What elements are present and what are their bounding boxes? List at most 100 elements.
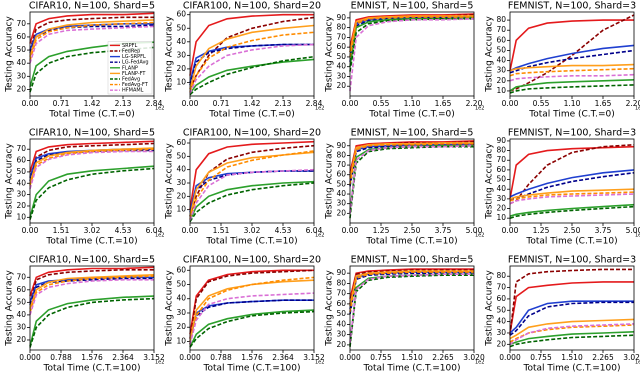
series-line [189, 55, 315, 96]
x-tick-label: 1.65 [435, 99, 452, 108]
y-tick-label: 20 [496, 204, 506, 213]
series-line [29, 274, 155, 309]
series-line [189, 144, 315, 217]
x-tick-label: 1.510 [401, 353, 423, 362]
y-tick-label: 80 [336, 278, 346, 287]
x-tick-label: 1.10 [564, 99, 581, 108]
panel-title: CIFAR10, N=100, Shard=5 [29, 255, 155, 266]
panel-title: FEMNIST, N=100, Shard=3 [508, 128, 636, 139]
x-tick-label: 6.04 [306, 226, 323, 235]
x-offset-label: 1e2 [635, 233, 640, 239]
x-offset-label: 1e2 [315, 360, 324, 366]
y-tick-label: 70 [496, 155, 506, 164]
series-line [189, 24, 315, 90]
x-offset-label: 1e2 [315, 233, 324, 239]
x-tick-label: 3.02 [244, 226, 261, 235]
panel-title: EMNIST, N=100, Shard=5 [351, 1, 474, 12]
series-line [509, 331, 635, 346]
x-tick-label: 1.510 [561, 353, 583, 362]
x-tick-label: 2.20 [626, 99, 640, 108]
series-line [349, 18, 475, 92]
series-line [349, 269, 474, 305]
x-tick-label: 0.00 [22, 226, 39, 235]
series-line [349, 272, 474, 315]
x-tick-label: 0.00 [22, 99, 39, 108]
x-tick-label: 1.576 [241, 353, 263, 362]
x-tick-label: 0.000 [179, 353, 201, 362]
plot-frame [509, 138, 635, 224]
y-tick-label: 40 [336, 319, 346, 328]
x-tick-label: 2.13 [115, 99, 132, 108]
series-line [29, 147, 155, 184]
x-tick-label: 0.55 [533, 99, 550, 108]
plot-frame [189, 265, 315, 351]
y-tick-label: 60 [16, 285, 26, 294]
x-offset-label: 1e2 [635, 106, 640, 112]
y-tick-label: 40 [336, 189, 346, 198]
y-tick-label: 80 [336, 150, 346, 159]
series-line [29, 297, 155, 348]
x-axis-label: Total Time (C.T.=100) [43, 364, 141, 374]
panel-title: CIFAR100, N=100, Shard=20 [183, 1, 321, 12]
legend-label: FLANP-FT [122, 71, 146, 77]
series-line [29, 142, 155, 178]
y-tick-label: 30 [336, 330, 346, 339]
y-tick-label: 30 [176, 50, 186, 59]
x-offset-label: 1e2 [475, 106, 484, 112]
y-tick-label: 60 [336, 299, 346, 308]
legend-label: SRPFL [122, 43, 138, 49]
x-tick-label: 0.00 [342, 226, 359, 235]
series-line [349, 144, 474, 187]
y-tick-label: 80 [496, 146, 506, 155]
x-tick-label: 0.755 [530, 353, 552, 362]
y-axis-label: Testing Accuracy [325, 143, 335, 220]
series-line [349, 13, 475, 48]
x-tick-label: 2.50 [564, 226, 581, 235]
y-axis-label: Testing Accuracy [5, 143, 15, 220]
x-offset-label: 1e2 [155, 233, 164, 239]
y-tick-label: 70 [496, 283, 506, 292]
y-tick-label: 10 [176, 336, 186, 345]
series-line [349, 145, 474, 219]
plot-frame [349, 138, 475, 224]
series-line [509, 281, 634, 334]
x-tick-label: 0.71 [213, 99, 230, 108]
series-line [349, 142, 474, 179]
series-line [29, 165, 155, 218]
y-tick-label: 30 [16, 190, 26, 199]
y-tick-label: 40 [176, 294, 186, 303]
y-tick-label: 30 [16, 71, 26, 80]
series-line [349, 140, 475, 173]
y-tick-label: 60 [176, 10, 186, 19]
series-line [349, 270, 474, 307]
x-tick-label: 6.04 [146, 226, 163, 235]
series-line [349, 17, 475, 67]
x-tick-label: 2.13 [275, 99, 292, 108]
x-tick-label: 0.00 [182, 226, 199, 235]
y-axis-label: Testing Accuracy [485, 143, 495, 220]
y-tick-label: 60 [336, 170, 346, 179]
series-line [509, 73, 635, 82]
series-line [29, 21, 155, 61]
series-line [189, 182, 315, 223]
y-axis-label: Testing Accuracy [5, 16, 15, 93]
x-axis-label: Total Time (C.T.=0) [208, 110, 295, 120]
series-line [29, 25, 155, 64]
x-tick-label: 0.71 [53, 99, 70, 108]
y-tick-label: 70 [16, 144, 26, 153]
series-line [349, 16, 474, 58]
y-tick-label: 30 [16, 322, 26, 331]
series-line [189, 276, 315, 345]
series-line [509, 334, 635, 348]
series-line [189, 31, 315, 93]
x-tick-label: 2.84 [306, 99, 323, 108]
y-tick-label: 40 [176, 37, 186, 46]
series-line [189, 180, 315, 221]
series-line [189, 140, 315, 210]
x-tick-label: 4.53 [275, 226, 292, 235]
legend-label: FedAvg-FT [122, 82, 149, 88]
y-tick-label: 50 [336, 52, 346, 61]
series-line [29, 148, 154, 178]
series-line [509, 193, 635, 205]
